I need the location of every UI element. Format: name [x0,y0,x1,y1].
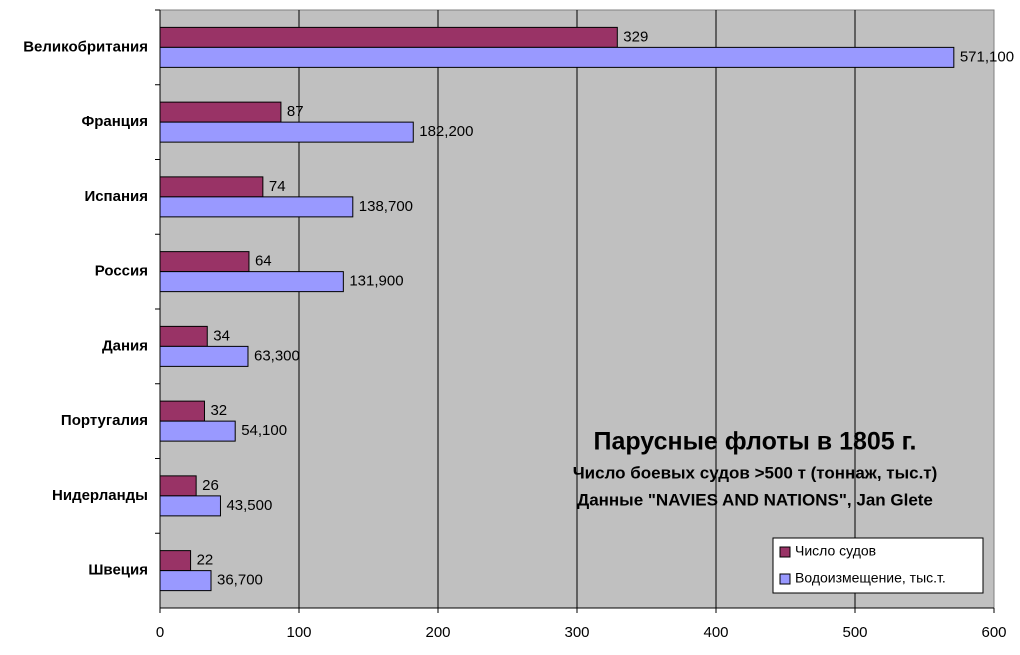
legend-label: Водоизмещение, тыс.т. [795,570,946,586]
legend-swatch [779,573,791,585]
y-tick-label: Португалия [61,412,148,429]
x-tick-label: 300 [564,624,589,641]
bar [159,251,250,273]
value-label: 32 [210,402,227,419]
annotation: Число боевых судов >500 т (тоннаж, тыс.т… [573,463,938,482]
bar [159,420,236,442]
x-tick-label: 100 [286,624,311,641]
y-tick-label: Россия [95,263,148,280]
value-label: 74 [269,178,286,195]
annotation: Данные "NAVIES AND NATIONS", Jan Glete [577,490,933,509]
value-label: 36,700 [217,572,263,589]
bar [159,271,344,293]
x-tick-label: 400 [703,624,728,641]
value-label: 64 [255,253,272,270]
value-label: 54,100 [241,422,287,439]
x-tick-label: 600 [981,624,1006,641]
x-tick-label: 200 [425,624,450,641]
value-label: 22 [197,552,214,569]
value-label: 43,500 [226,497,272,514]
value-label: 571,100 [960,48,1014,65]
value-label: 34 [213,327,230,344]
y-tick-label: Дания [102,337,148,354]
bar [159,121,414,143]
bar [159,570,212,592]
bar [159,345,249,367]
legend-swatch [779,546,791,558]
value-label: 87 [287,103,304,120]
value-label: 63,300 [254,347,300,364]
bar [159,495,221,517]
y-tick-label: Швеция [88,562,148,579]
value-label: 329 [623,28,648,45]
x-tick-label: 0 [156,624,164,641]
value-label: 131,900 [349,273,403,290]
y-tick-label: Нидерланды [52,487,148,504]
bar [159,46,955,68]
bar [159,325,208,347]
legend-label: Число судов [795,543,876,559]
value-label: 138,700 [359,198,413,215]
bar [159,176,264,198]
bar [159,101,282,123]
bar [159,400,205,422]
legend-box [772,537,984,594]
chart-title: Парусные флоты в 1805 г. [593,428,916,456]
y-tick-label: Франция [81,113,148,130]
y-tick-label: Великобритания [23,38,148,55]
bar [159,26,618,48]
bar [159,475,197,497]
bar [159,550,192,572]
x-tick-label: 500 [842,624,867,641]
y-tick-label: Испания [84,188,148,205]
value-label: 26 [202,477,219,494]
value-label: 182,200 [419,123,473,140]
bar [159,196,354,218]
